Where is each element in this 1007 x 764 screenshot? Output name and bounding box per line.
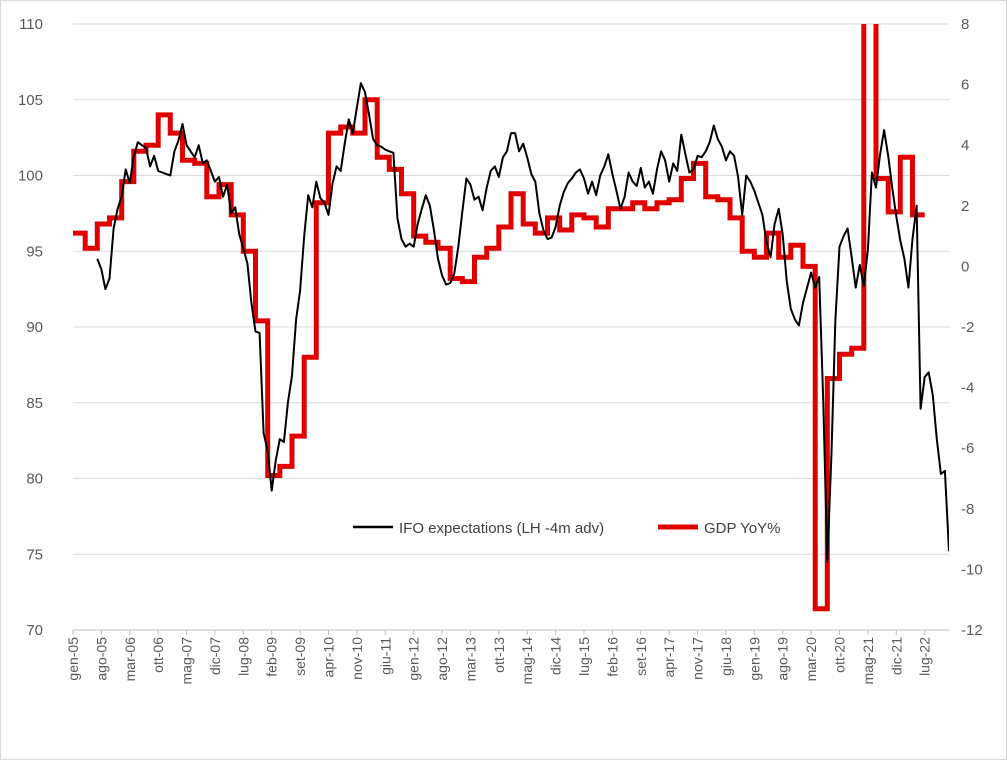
series-layer (73, 24, 949, 612)
x-tick-label: nov-17 (690, 637, 706, 680)
y-right-tick-label: 2 (961, 198, 969, 215)
y-right-tick-label: 6 (961, 77, 969, 94)
y-axis-left: 70 75 80 85 90 95 100 105 110 (18, 16, 43, 639)
x-axis: gen-05 ago-05 mar-06 ott-06 mag-07 dic-07 lug-… (65, 629, 949, 685)
x-tick-label: gen-12 (406, 637, 422, 681)
x-tick-label: dic-07 (207, 637, 223, 675)
y-right-tick-label: -6 (961, 440, 974, 457)
x-tick-label: apr-10 (321, 637, 337, 678)
series-line-gdp-yoy (73, 24, 925, 612)
x-tick-label: ago-12 (434, 637, 450, 681)
x-tick-label: mar-20 (803, 637, 819, 682)
x-tick-label: dic-21 (888, 637, 904, 675)
x-tick-label: nov-10 (349, 637, 365, 680)
y-right-tick-label: 0 (961, 258, 969, 275)
x-tick-label: feb-09 (264, 637, 280, 677)
legend-label-gdp: GDP YoY% (704, 520, 780, 537)
y-right-tick-label: -4 (961, 380, 974, 397)
y-right-tick-label: 8 (961, 16, 969, 33)
x-tick-label: giu-11 (377, 637, 393, 675)
gridlines (73, 23, 949, 631)
x-tick-label: ott-13 (491, 637, 507, 673)
x-tick-label: ott-06 (150, 637, 166, 673)
y-left-tick-label: 100 (18, 168, 43, 185)
y-axis-right: -12 -10 -8 -6 -4 -2 0 2 4 6 8 (961, 16, 983, 639)
y-left-tick-label: 80 (26, 471, 43, 488)
x-tick-label: ott-20 (832, 637, 848, 673)
y-right-tick-label: -2 (961, 319, 974, 336)
x-tick-label: mar-06 (122, 637, 138, 682)
x-tick-label: giu-18 (718, 637, 734, 676)
x-tick-label: apr-17 (661, 637, 677, 678)
y-left-tick-label: 75 (26, 546, 43, 563)
x-tick-label: ago-05 (93, 637, 109, 681)
x-tick-label: lug-08 (235, 637, 251, 676)
x-tick-label: set-16 (633, 637, 649, 676)
x-tick-label: mag-21 (860, 637, 876, 685)
x-tick-label: gen-05 (65, 637, 81, 681)
x-tick-label: set-09 (292, 637, 308, 676)
y-right-tick-label: -10 (961, 561, 983, 578)
y-left-tick-label: 105 (18, 92, 43, 109)
x-tick-label: mag-07 (179, 637, 195, 685)
y-left-tick-label: 95 (26, 243, 43, 260)
y-left-tick-label: 110 (19, 16, 43, 33)
legend-label-ifo: IFO expectations (LH -4m adv) (399, 520, 604, 537)
x-tick-label: dic-14 (548, 637, 564, 675)
series-line-ifo-expectations (96, 82, 949, 563)
x-tick-label: mar-13 (462, 637, 478, 682)
x-tick-label: ago-19 (775, 637, 791, 681)
y-right-tick-label: -12 (961, 622, 983, 639)
y-left-tick-label: 90 (26, 319, 43, 336)
y-right-tick-label: -8 (961, 501, 974, 518)
y-right-tick-label: 4 (961, 137, 969, 154)
x-tick-label: lug-22 (917, 637, 933, 676)
x-tick-label: mag-14 (519, 637, 535, 685)
y-left-tick-label: 70 (26, 622, 43, 639)
x-tick-label: feb-16 (604, 637, 620, 677)
x-tick-label: gen-19 (746, 637, 762, 681)
y-left-tick-label: 85 (26, 395, 43, 412)
legend: IFO expectations (LH -4m adv) GDP YoY% (353, 520, 780, 537)
x-tick-label: lug-15 (576, 637, 592, 676)
